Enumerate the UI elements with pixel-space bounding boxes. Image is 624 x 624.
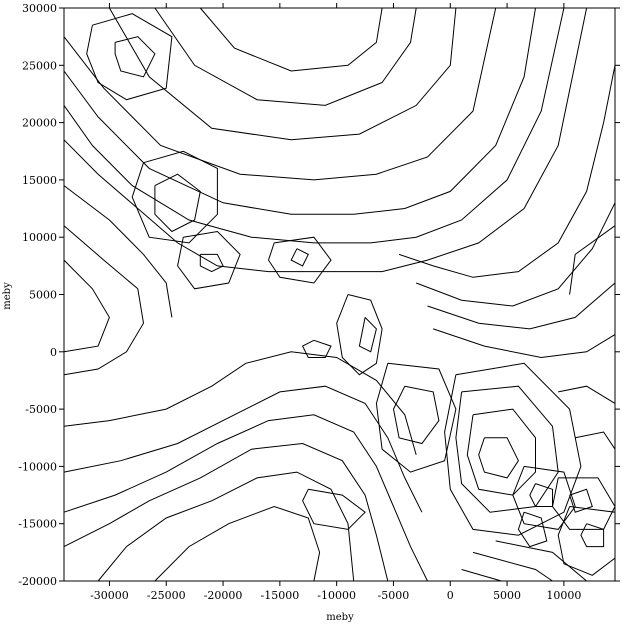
contour-line (512, 465, 576, 530)
x-axis-title: meby (326, 612, 354, 623)
contour-line (63, 385, 423, 513)
contour-line (131, 150, 218, 244)
contour-line (580, 523, 605, 548)
contour-line (301, 339, 332, 358)
contour-line (472, 551, 553, 582)
contour-line (86, 13, 173, 101)
y-tick-label: 5000 (29, 289, 57, 302)
contour-line (97, 471, 355, 582)
contour-line (478, 437, 519, 479)
contour-line (427, 282, 616, 330)
contour-line (154, 505, 321, 582)
contour-line (199, 253, 224, 273)
x-tick-label: -30000 (90, 589, 129, 602)
contour-line (63, 351, 417, 456)
y-tick-label: 15000 (22, 174, 57, 187)
y-axis-title: meby (2, 282, 13, 310)
x-tick-label: 0 (447, 589, 454, 602)
contour-line (267, 236, 332, 284)
contour-line (154, 7, 417, 106)
y-tick-label: 10000 (22, 231, 57, 244)
contour-line (551, 477, 616, 530)
contour-line (63, 414, 428, 582)
contour-line (63, 7, 588, 273)
y-tick-label: 30000 (22, 2, 57, 15)
x-tick-label: 10000 (546, 589, 581, 602)
contour-line (433, 328, 616, 359)
y-axis-ticks: -20000 -15000 -10000 -5000 0 5000 10000 15000 20… (18, 2, 620, 588)
contour-line (63, 7, 536, 215)
x-tick-label: -5000 (378, 589, 410, 602)
contour-line (63, 259, 110, 353)
contour-line (495, 540, 587, 582)
contour-line (290, 248, 309, 267)
y-tick-label: -5000 (25, 403, 57, 416)
contour-line (199, 7, 383, 72)
x-tick-label: 5000 (493, 589, 521, 602)
contour-line (557, 506, 616, 576)
contour-line (517, 511, 548, 548)
contour-line (114, 36, 156, 78)
contour-line (358, 317, 377, 353)
contour-line (529, 483, 553, 507)
contour-line (558, 385, 616, 404)
x-axis-ticks: -30000 -25000 -20000 -15000 -10000 -5000 0 5000… (90, 3, 581, 602)
contour-line (336, 294, 383, 376)
x-tick-label: -20000 (204, 589, 243, 602)
contour-line (63, 185, 173, 318)
y-tick-label: -20000 (18, 575, 57, 588)
x-tick-label: -15000 (260, 589, 299, 602)
y-tick-label: -10000 (18, 460, 57, 473)
contour-line (569, 225, 616, 295)
contour-line (392, 385, 440, 445)
contour-line (302, 488, 366, 530)
contour-line (63, 7, 565, 244)
x-tick-label: -10000 (317, 589, 356, 602)
contour-line (466, 408, 536, 496)
y-tick-label: 25000 (22, 59, 57, 72)
contour-line (375, 362, 457, 473)
contour-line (63, 225, 145, 376)
contour-line (398, 65, 616, 278)
contour-line (154, 173, 201, 233)
contour-line (63, 442, 389, 582)
contour-line (177, 230, 241, 290)
y-tick-label: 20000 (22, 117, 57, 130)
contour-line (108, 7, 457, 141)
contour-line (416, 202, 616, 307)
y-tick-label: -15000 (18, 518, 57, 531)
contour-line (455, 385, 559, 513)
contour-line (575, 431, 616, 450)
contour-line (63, 7, 497, 181)
contour-line (444, 362, 582, 536)
y-tick-label: 0 (50, 346, 57, 359)
contour-lines-group (63, 7, 616, 582)
x-tick-label: -25000 (147, 589, 186, 602)
contour-line (461, 569, 502, 582)
